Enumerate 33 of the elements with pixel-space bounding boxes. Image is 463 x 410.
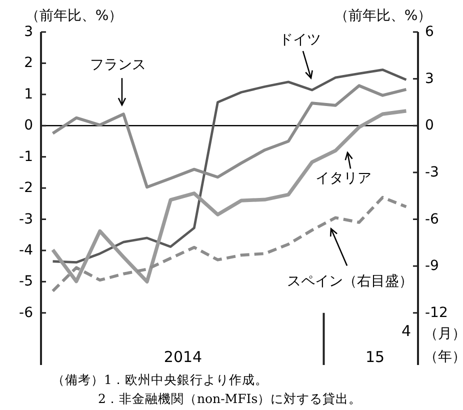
y-tick-label: -4 (19, 242, 34, 258)
annotation: 15 (365, 348, 385, 366)
annotation: 2014 (164, 348, 202, 366)
text: （年） (424, 349, 463, 365)
y-axis-title: （前年比、%） (25, 8, 123, 24)
text: 2．非金融機関（non-MFIs）に対する貸出。 (98, 390, 362, 406)
y-tick-label: -6 (19, 304, 34, 321)
y2-tick-label: -3 (425, 164, 439, 180)
y2-tick-label: -12 (425, 304, 448, 321)
y2-tick-label: 0 (425, 118, 434, 134)
line-series (52, 68, 408, 264)
y-tick-label: -5 (19, 274, 33, 290)
series-label: イタリア (316, 170, 372, 187)
y-tick-label: 2 (24, 55, 33, 72)
text: （備考）1．欧州中央銀行より作成。 (52, 372, 268, 386)
y2-tick-label: 3 (425, 70, 434, 87)
line-series (51, 196, 408, 293)
y-tick-label: 3 (24, 24, 33, 40)
line-series (51, 84, 408, 189)
text: ドイツ (278, 32, 321, 48)
y-tick-label: -1 (19, 148, 33, 165)
y2-tick-label: 6 (425, 24, 434, 40)
x-tick-label: 4 (401, 322, 411, 340)
y2-tick-label: -9 (425, 258, 439, 274)
y2-tick-label: -6 (425, 211, 440, 228)
y-tick-label: 0 (24, 118, 33, 134)
y-tick-label: -3 (19, 211, 33, 228)
text: フランス (90, 57, 146, 74)
series-label: スペイン（右目盛） (287, 274, 414, 290)
text: （月） (424, 326, 463, 342)
y-tick-label: -2 (19, 180, 33, 196)
y-tick-label: 1 (24, 86, 33, 102)
y2-axis-title: （前年比、%） (334, 8, 432, 24)
